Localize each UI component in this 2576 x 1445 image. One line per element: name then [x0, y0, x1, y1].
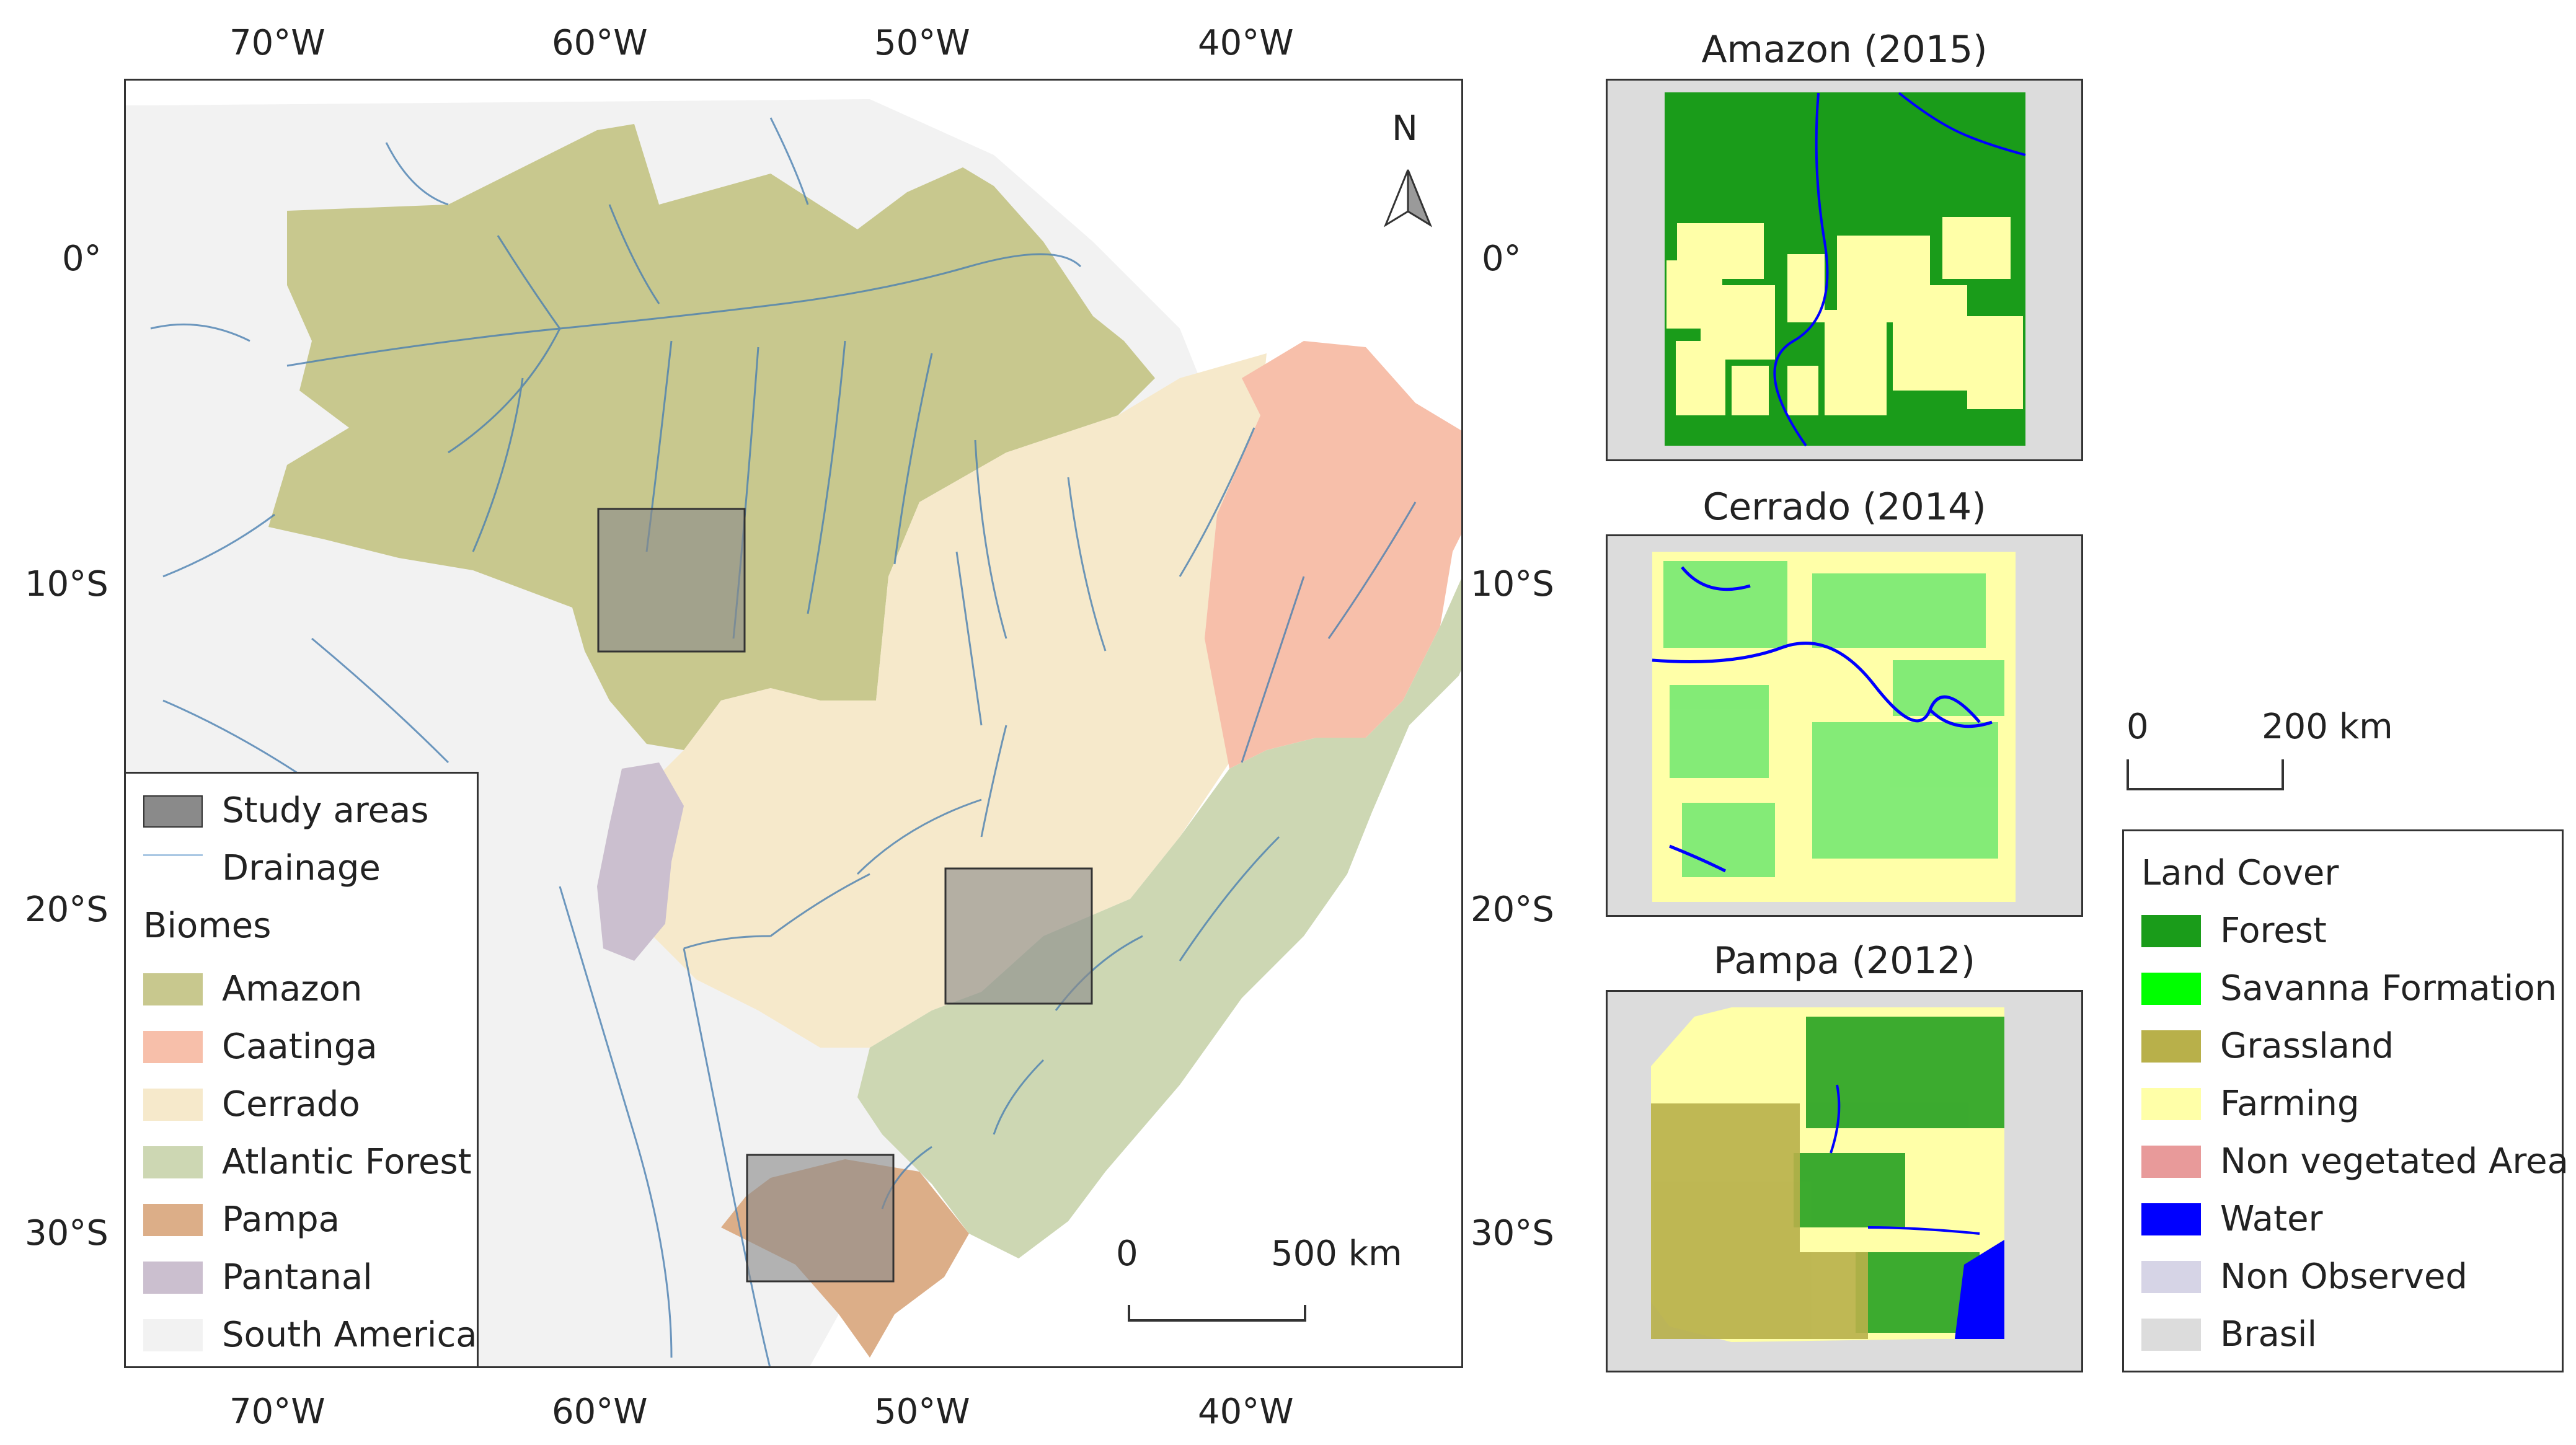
main-scale-end: 500 km: [1271, 1234, 1402, 1274]
lon-label-bottom: 60°W: [552, 1392, 648, 1432]
lon-label-top: 50°W: [874, 23, 970, 63]
legend-label-water: Water: [2220, 1199, 2323, 1239]
legend-label-atlantic-forest: Atlantic Forest: [222, 1142, 472, 1182]
biome-caatinga: [1205, 341, 1461, 769]
inset-scale-start: 0: [2127, 707, 2149, 747]
inset-pampa: [1606, 990, 2083, 1372]
biome-atlantic-forest: [857, 578, 1461, 1258]
lat-label-right: 0°: [1482, 239, 1521, 279]
study-area-amazon: [597, 508, 746, 653]
legend-swatch-farming: [2141, 1088, 2201, 1120]
legend-label-study-areas: Study areas: [222, 790, 429, 831]
study-area-pampa: [746, 1154, 895, 1283]
legend-label-pampa: Pampa: [222, 1200, 340, 1240]
biome-pantanal: [597, 762, 684, 961]
biomes-legend: Study areas Drainage Biomes Amazon Caati…: [124, 772, 479, 1368]
lon-label-bottom: 40°W: [1198, 1392, 1294, 1432]
biome-amazon: [268, 124, 1155, 750]
legend-heading-biomes: Biomes: [143, 906, 272, 946]
lon-label-bottom: 50°W: [874, 1392, 970, 1432]
legend-swatch-pantanal: [143, 1262, 203, 1294]
north-arrow-icon: [1383, 169, 1433, 228]
legend-label-cerrado: Cerrado: [222, 1084, 360, 1125]
biome-cerrado: [653, 353, 1267, 1048]
legend-swatch-atlantic-forest: [143, 1146, 203, 1178]
inset-scale-end: 200 km: [2262, 707, 2393, 747]
legend-label-caatinga: Caatinga: [222, 1027, 378, 1067]
inset-scale-bar: [2127, 759, 2284, 790]
lon-label-top: 70°W: [229, 23, 325, 63]
legend-swatch-grassland: [2141, 1030, 2201, 1063]
legend-swatch-amazon: [143, 973, 203, 1005]
inset-title-cerrado: Cerrado (2014): [1702, 485, 1986, 529]
legend-swatch-water: [2141, 1203, 2201, 1235]
legend-swatch-study-areas: [143, 795, 203, 828]
legend-swatch-savanna: [2141, 973, 2201, 1005]
lat-label-left: 20°S: [25, 890, 108, 930]
legend-label-amazon: Amazon: [222, 969, 363, 1009]
north-arrow-label: N: [1392, 108, 1418, 149]
legend-label-grassland: Grassland: [2220, 1026, 2394, 1066]
main-scale-bar: [1128, 1305, 1306, 1322]
legend-label-pantanal: Pantanal: [222, 1257, 373, 1297]
inset-title-amazon: Amazon (2015): [1701, 28, 1988, 71]
legend-swatch-drainage: [143, 854, 203, 856]
legend-label-non-observed: Non Observed: [2220, 1257, 2468, 1297]
inset-cerrado: [1606, 534, 2083, 917]
legend-swatch-pampa: [143, 1204, 203, 1236]
legend-swatch-south-america: [143, 1319, 203, 1351]
legend-swatch-caatinga: [143, 1031, 203, 1063]
legend-swatch-forest: [2141, 915, 2201, 947]
lat-label-left: 10°S: [25, 564, 108, 604]
legend-swatch-cerrado: [143, 1089, 203, 1121]
lat-label-right: 20°S: [1471, 890, 1554, 930]
legend-label-non-vegetated: Non vegetated Area: [2220, 1141, 2569, 1182]
land-cover-legend: Land Cover Forest Savanna Formation Gras…: [2122, 829, 2569, 1372]
land-cover-heading: Land Cover: [2141, 853, 2339, 893]
legend-label-farming: Farming: [2220, 1084, 2360, 1124]
legend-swatch-non-vegetated: [2141, 1146, 2201, 1178]
lat-label-left: 0°: [62, 239, 102, 279]
lat-label-right: 30°S: [1471, 1213, 1554, 1253]
legend-swatch-non-observed: [2141, 1261, 2201, 1293]
legend-label-drainage: Drainage: [222, 848, 381, 888]
legend-label-savanna: Savanna Formation: [2220, 968, 2557, 1009]
main-scale-start: 0: [1116, 1234, 1138, 1274]
legend-label-south-america: South America: [222, 1315, 477, 1355]
lat-label-right: 10°S: [1471, 564, 1554, 604]
lon-label-top: 60°W: [552, 23, 648, 63]
inset-amazon: [1606, 79, 2083, 461]
lat-label-left: 30°S: [25, 1213, 108, 1253]
lon-label-bottom: 70°W: [229, 1392, 325, 1432]
legend-swatch-brasil: [2141, 1319, 2201, 1351]
legend-label-forest: Forest: [2220, 911, 2327, 951]
study-area-cerrado: [944, 867, 1093, 1005]
inset-title-pampa: Pampa (2012): [1713, 939, 1976, 983]
legend-label-brasil: Brasil: [2220, 1314, 2317, 1354]
lon-label-top: 40°W: [1198, 23, 1294, 63]
